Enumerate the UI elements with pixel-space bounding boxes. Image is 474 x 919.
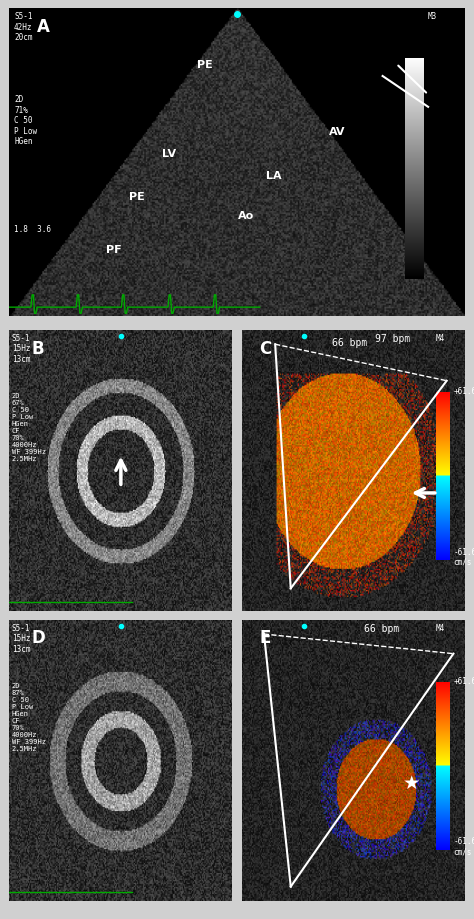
Text: LA: LA	[265, 170, 281, 180]
Text: 2D
71%
C 50
P Low
HGen: 2D 71% C 50 P Low HGen	[14, 96, 37, 146]
Text: Ao: Ao	[238, 210, 254, 221]
Text: PF: PF	[106, 244, 122, 255]
Text: S5-1
15Hz
13cm: S5-1 15Hz 13cm	[12, 623, 30, 652]
Text: +61.6: +61.6	[453, 387, 474, 396]
Text: 2D
67%
C 50
P Low
HGen
CF
70%
4000Hz
WF 399Hz
2.5MHz: 2D 67% C 50 P Low HGen CF 70% 4000Hz WF …	[12, 392, 46, 461]
Text: -61.6
cm/s: -61.6 cm/s	[453, 547, 474, 566]
Text: 1.8  3.6: 1.8 3.6	[14, 224, 51, 233]
Text: PE: PE	[197, 60, 213, 70]
Text: LV: LV	[162, 149, 176, 159]
Text: 97 bpm: 97 bpm	[375, 334, 410, 344]
Text: A: A	[37, 18, 50, 37]
Text: C: C	[260, 339, 272, 357]
Text: +61.6: +61.6	[453, 676, 474, 686]
Text: PE: PE	[129, 192, 145, 202]
Polygon shape	[32, 16, 442, 311]
Text: 2D
87%
C 50
P Low
HGen
CF
70%
4000Hz
WF 399Hz
2.5MHz: 2D 87% C 50 P Low HGen CF 70% 4000Hz WF …	[12, 682, 46, 751]
Text: 66 bpm: 66 bpm	[332, 337, 367, 347]
Text: B: B	[32, 339, 45, 357]
Text: 66 bpm: 66 bpm	[364, 623, 400, 633]
Text: AV: AV	[329, 128, 346, 137]
Text: ★: ★	[402, 774, 420, 792]
Text: D: D	[32, 629, 46, 647]
Text: S5-1
42Hz
20cm: S5-1 42Hz 20cm	[14, 12, 33, 42]
Text: S5-1
15Hz
13cm: S5-1 15Hz 13cm	[12, 334, 30, 363]
Text: M4: M4	[436, 623, 445, 632]
Text: E: E	[260, 629, 271, 647]
Text: M4: M4	[436, 334, 445, 343]
Text: M3: M3	[428, 12, 438, 21]
Text: -61.6
cm/s: -61.6 cm/s	[453, 836, 474, 856]
